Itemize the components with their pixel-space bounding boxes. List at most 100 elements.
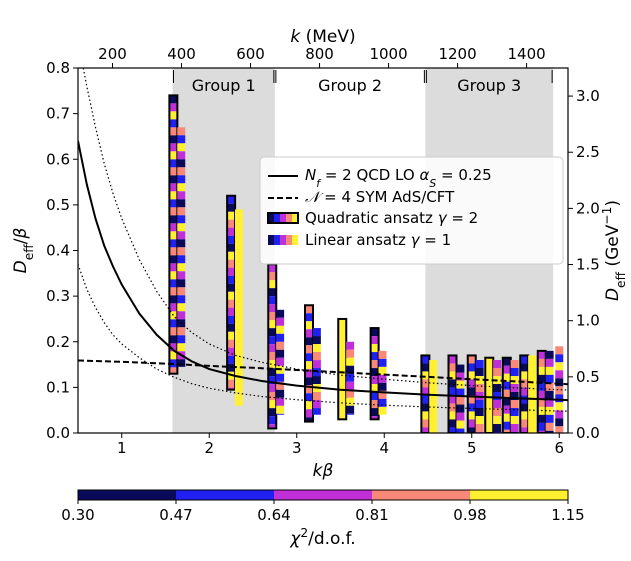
- bar-segment: [235, 225, 243, 234]
- bar-segment: [227, 227, 236, 236]
- y-tick-label: 0.8: [46, 59, 70, 77]
- bar-segment: [456, 412, 465, 421]
- bar-segment: [169, 343, 178, 352]
- bar-segment: [485, 357, 494, 366]
- bar-segment: [346, 389, 355, 398]
- bar-segment: [485, 381, 494, 390]
- legend-swatch-segment: [286, 235, 292, 245]
- bar-segment: [555, 354, 564, 363]
- top-tick-label: 1000: [369, 45, 407, 63]
- bar-segment: [555, 370, 564, 379]
- top-tick-label: 400: [167, 45, 196, 63]
- bar-quadratic-8: [337, 317, 348, 421]
- bar-segment: [235, 265, 243, 274]
- bar-segment: [545, 414, 554, 423]
- bar-segment: [169, 199, 178, 208]
- bar-segment: [268, 416, 277, 425]
- bar-segment: [305, 305, 313, 314]
- bar-segment: [227, 379, 236, 388]
- bar-segment: [537, 430, 546, 433]
- y-tick-label: 0.2: [46, 333, 70, 351]
- qcd-central-curve: [78, 140, 568, 402]
- bar-segment: [370, 352, 379, 361]
- bar-segment: [276, 333, 285, 342]
- bar-segment: [467, 427, 476, 433]
- bar-segment: [227, 323, 236, 332]
- legend-label-linear: Linear ansatz γ = 1: [305, 231, 451, 249]
- bar-segment: [370, 376, 379, 385]
- bar-quadratic-6: [304, 304, 314, 423]
- bar-segment: [235, 233, 243, 242]
- bar-segment: [346, 373, 355, 382]
- bar-segment: [235, 345, 243, 354]
- bar-segment: [169, 255, 178, 264]
- bar-segment: [177, 127, 186, 136]
- bar-segment: [227, 203, 236, 212]
- bar-segment: [421, 395, 430, 404]
- bar-segment: [338, 350, 347, 359]
- bar-segment: [537, 390, 546, 399]
- sym-curve: [78, 359, 568, 386]
- bar-segment: [268, 352, 277, 361]
- bar-segment: [312, 368, 321, 377]
- bar-segment: [370, 328, 379, 337]
- bar-segment: [268, 272, 277, 281]
- bar-segment: [545, 398, 554, 407]
- top-tick-label: 800: [305, 45, 334, 63]
- colorbar-tick-label: 0.64: [257, 506, 290, 524]
- bar-segment: [502, 389, 511, 398]
- bar-segment: [510, 400, 519, 408]
- bar-segment: [235, 369, 243, 378]
- bar-segment: [421, 387, 430, 396]
- bar-segment: [235, 361, 243, 370]
- x-axis-label: kβ: [313, 461, 334, 481]
- bar-segment: [537, 382, 546, 391]
- bar-segment: [268, 264, 277, 273]
- bar-segment: [520, 419, 529, 428]
- bar-segment: [555, 346, 564, 355]
- bar-segment: [467, 419, 476, 428]
- bar-segment: [528, 355, 537, 364]
- bar-segment: [268, 280, 277, 289]
- bar-segment: [268, 392, 277, 401]
- bar-segment: [177, 239, 186, 248]
- bar-segment: [268, 336, 277, 345]
- bar-segment: [370, 344, 379, 353]
- bar-segment: [448, 427, 457, 433]
- bar-segment: [467, 387, 476, 396]
- bar-segment: [346, 413, 355, 415]
- bar-segment: [268, 344, 277, 353]
- bar-segment: [268, 408, 277, 417]
- bar-segment: [235, 401, 243, 406]
- bar-segment: [169, 119, 178, 128]
- group-label-3: Group 3: [457, 76, 521, 95]
- legend-label-sym: 𝒩 = 4 SYM AdS/CFT: [305, 188, 455, 206]
- bar-segment: [312, 344, 321, 353]
- colorbar: 0.30 0.47 0.64 0.81 0.98 1.15 χ2/d.o.f.: [61, 489, 585, 549]
- bar-segment: [305, 417, 313, 422]
- bar-segment: [169, 287, 178, 296]
- y-tick-label: 0.0: [46, 424, 70, 442]
- bar-segment: [493, 368, 502, 376]
- bar-segment: [421, 371, 430, 380]
- bar-segment: [235, 385, 243, 394]
- bar-segment: [475, 416, 484, 424]
- bar-segment: [421, 379, 430, 388]
- bar-segment: [177, 359, 186, 367]
- bar-segment: [227, 195, 236, 204]
- bar-linear-3: [235, 209, 243, 406]
- bar-segment: [169, 263, 178, 272]
- y-tick-label: 0.4: [46, 242, 70, 260]
- bar-segment: [502, 413, 511, 422]
- y-tick-label: 0.1: [46, 378, 70, 396]
- bar-segment: [545, 366, 554, 375]
- bar-segment: [429, 392, 438, 400]
- legend-swatch-segment: [280, 213, 286, 223]
- legend-swatch-outline: [267, 212, 299, 224]
- bar-segment: [370, 416, 379, 420]
- bar-segment: [227, 251, 236, 260]
- bar-segment: [346, 357, 355, 366]
- bar-segment: [528, 363, 537, 372]
- bar-quadratic-14: [447, 354, 458, 433]
- bar-segment: [378, 358, 387, 367]
